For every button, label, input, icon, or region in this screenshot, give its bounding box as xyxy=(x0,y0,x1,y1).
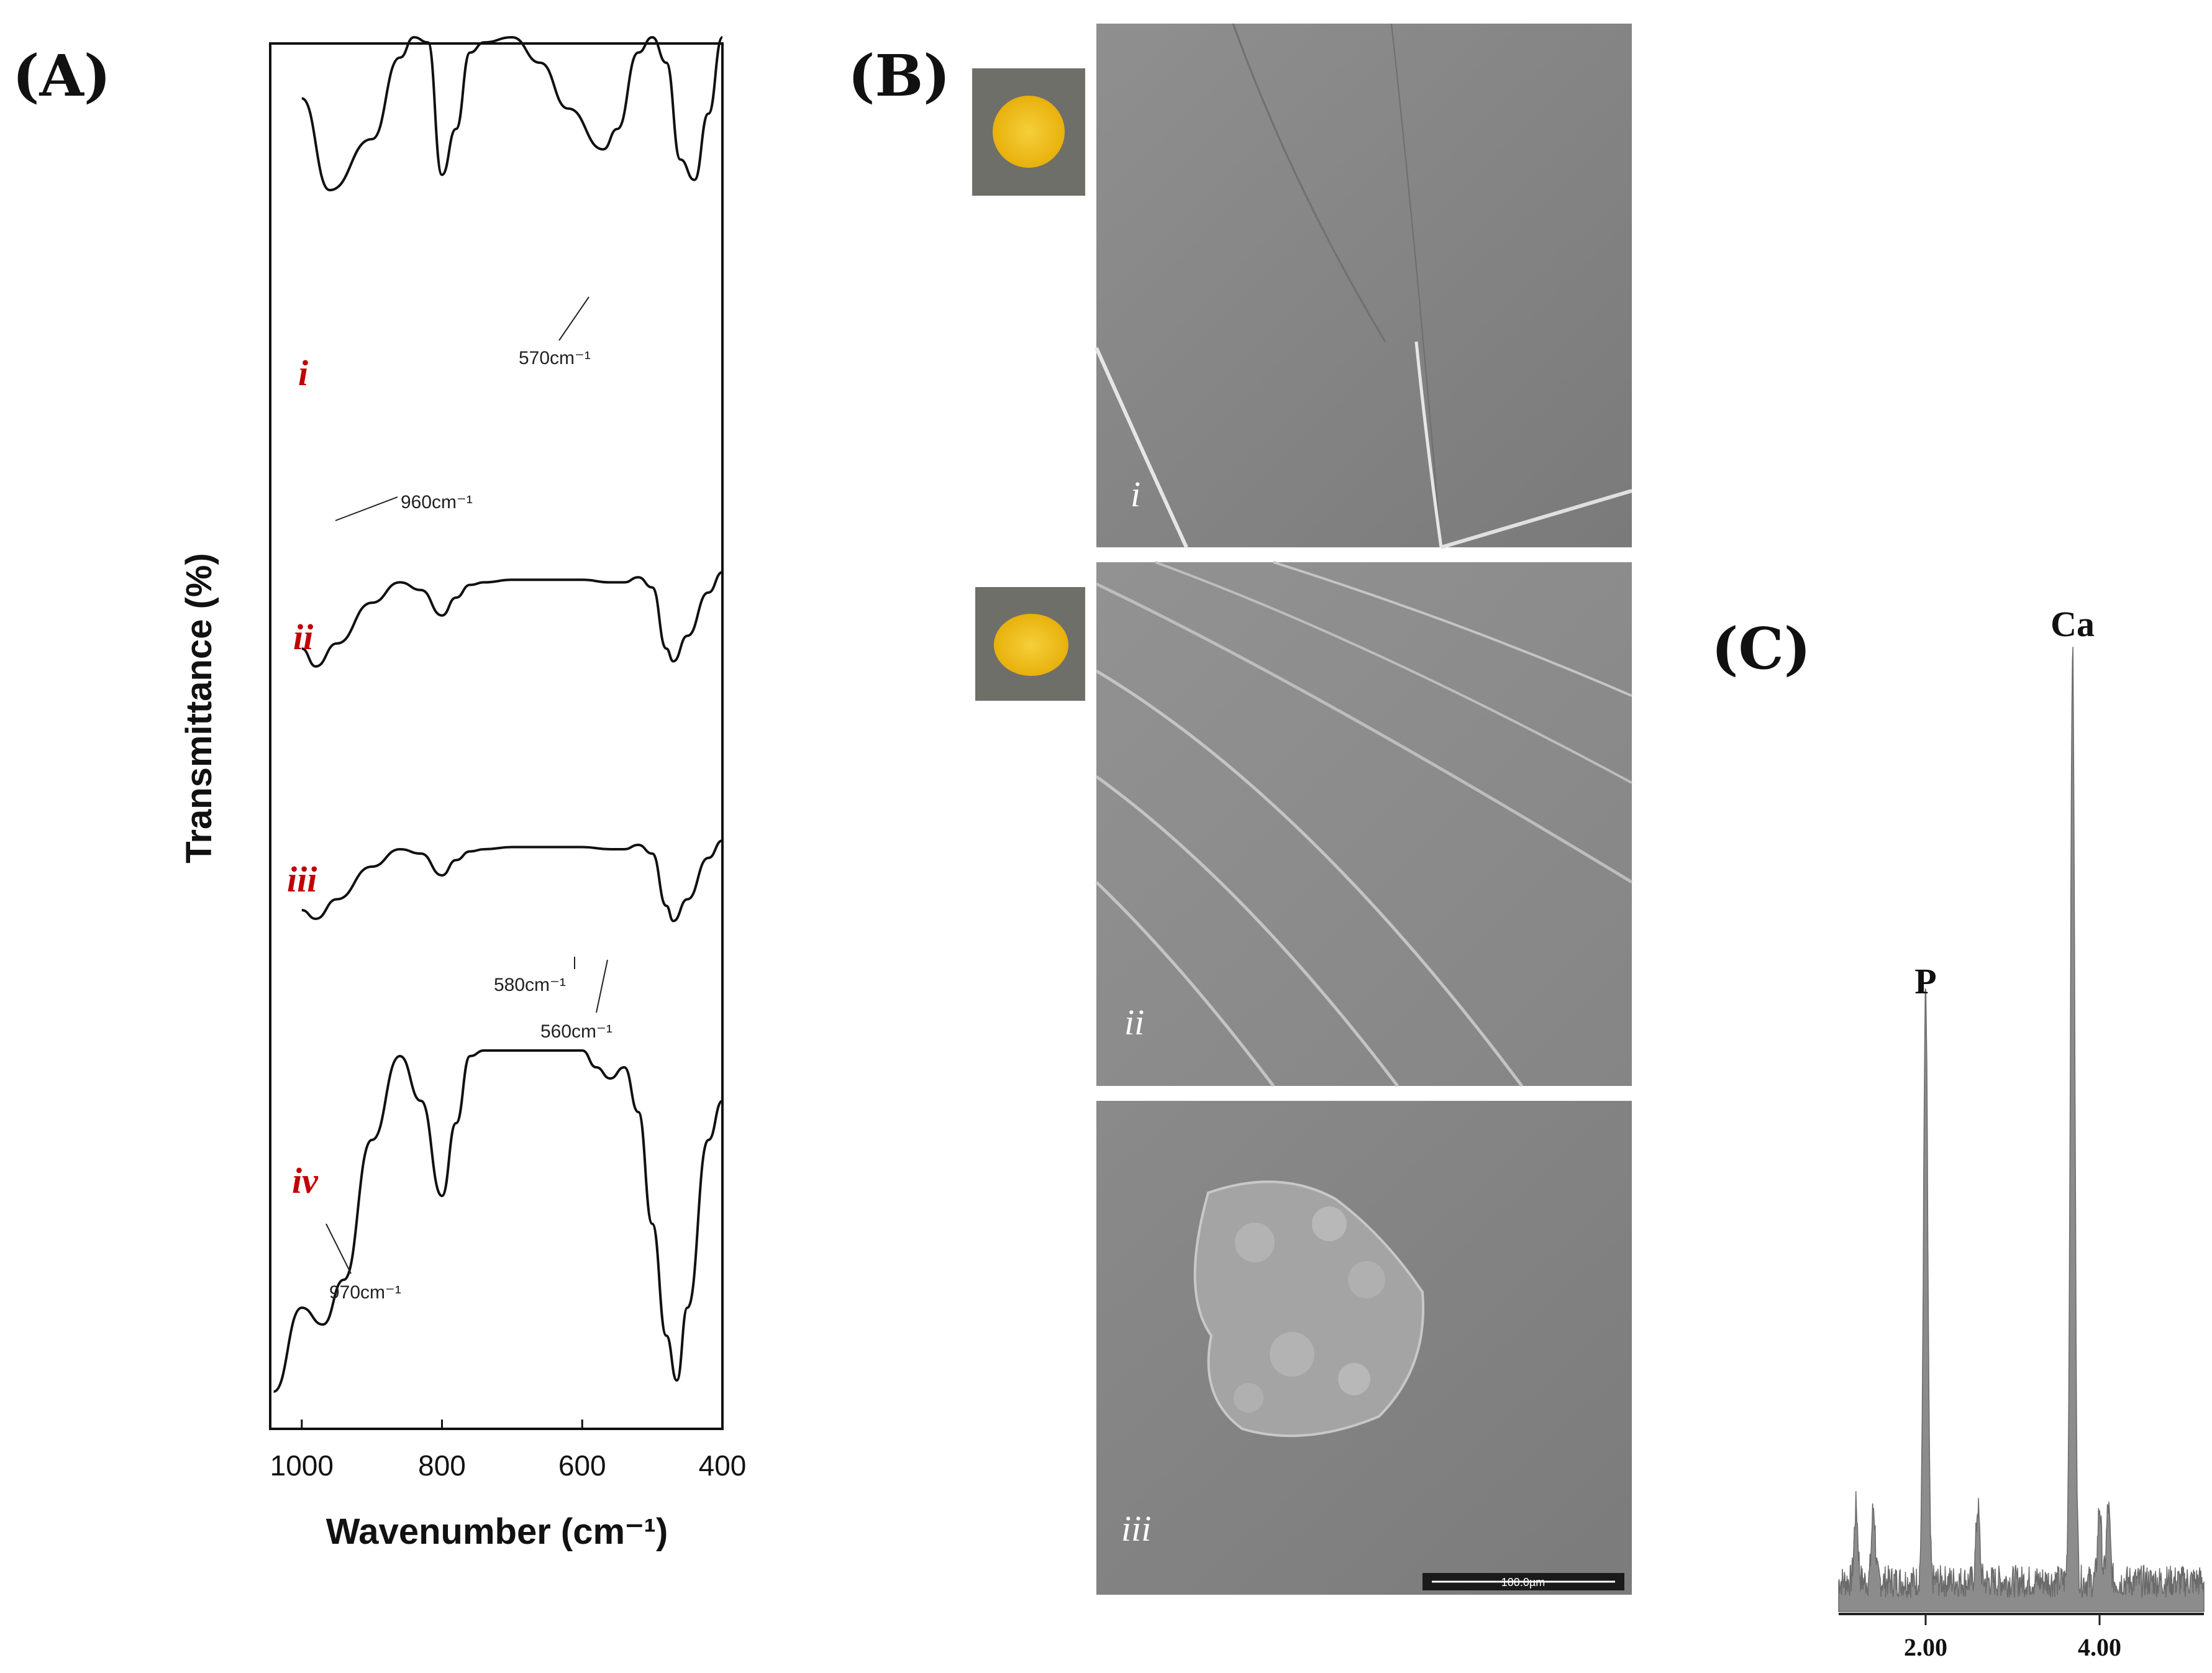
annotation-560: 560cm⁻¹ xyxy=(540,1021,612,1042)
ftir-series-group xyxy=(273,35,724,1393)
ftir-series-ii xyxy=(301,571,723,668)
sem-image-i: i xyxy=(1095,23,1632,549)
sem-label-ii: ii xyxy=(1124,1002,1144,1042)
sem-image-iii: 100.0µm iii xyxy=(1096,1101,1632,1595)
photo-i xyxy=(972,68,1085,196)
ftir-x-ticks: 1000 800 600 400 xyxy=(270,1420,747,1482)
annotation-leader-960 xyxy=(335,496,398,521)
scalebar-label: 100.0µm xyxy=(1501,1576,1545,1589)
ftir-tick-label-1000: 1000 xyxy=(270,1449,334,1482)
ftir-tick-label-400: 400 xyxy=(699,1449,747,1482)
ftir-plot-frame xyxy=(269,42,724,1430)
eds-spectrum: 2.00 4.00 P Ca xyxy=(1838,604,2205,1661)
photo-ii xyxy=(975,587,1085,701)
annotation-leader-570 xyxy=(558,296,589,341)
sem-label-iii: iii xyxy=(1121,1508,1151,1549)
series-label-ii: ii xyxy=(293,617,313,657)
sem-image-ii: ii xyxy=(1095,561,1633,1087)
series-label-i: i xyxy=(298,353,308,393)
panel-letter-b: (B) xyxy=(848,42,950,109)
eds-bars xyxy=(1838,647,2205,1612)
ftir-series-labels: i ii iii iv xyxy=(287,353,319,1201)
ftir-series-iii xyxy=(301,839,723,923)
annotation-960: 960cm⁻¹ xyxy=(401,492,473,513)
eds-peak-label-p: P xyxy=(1914,961,1936,1001)
panel-letter-a: (A) xyxy=(12,42,111,109)
sem-label-i: i xyxy=(1131,474,1140,514)
eds-spectrum-area xyxy=(1838,647,2205,1612)
ftir-x-axis-label: Wavenumber (cm⁻¹) xyxy=(326,1511,668,1552)
series-label-iii: iii xyxy=(287,859,317,900)
eds-tick-label-4: 4.00 xyxy=(2078,1633,2121,1661)
annotation-570: 570cm⁻¹ xyxy=(519,348,591,368)
eds-peak-label-ca: Ca xyxy=(2050,604,2095,644)
ftir-annotations: 570cm⁻¹ 960cm⁻¹ 580cm⁻¹ 560cm⁻¹ 970cm⁻¹ xyxy=(325,296,612,1303)
ftir-tick-label-600: 600 xyxy=(558,1449,606,1482)
ftir-tick-label-800: 800 xyxy=(418,1449,466,1482)
panel-letter-c: (C) xyxy=(1711,615,1811,682)
annotation-970: 970cm⁻¹ xyxy=(329,1282,401,1303)
ftir-y-axis-label: Transmittance (%) xyxy=(179,553,219,864)
series-label-iv: iv xyxy=(292,1160,319,1201)
annotation-leader-560 xyxy=(596,959,608,1013)
eds-tick-label-2: 2.00 xyxy=(1904,1633,1947,1661)
annotation-leader-970 xyxy=(325,1223,352,1274)
annotation-580: 580cm⁻¹ xyxy=(494,975,566,995)
ftir-series-iv xyxy=(273,1049,723,1393)
ftir-series-i xyxy=(301,35,724,192)
